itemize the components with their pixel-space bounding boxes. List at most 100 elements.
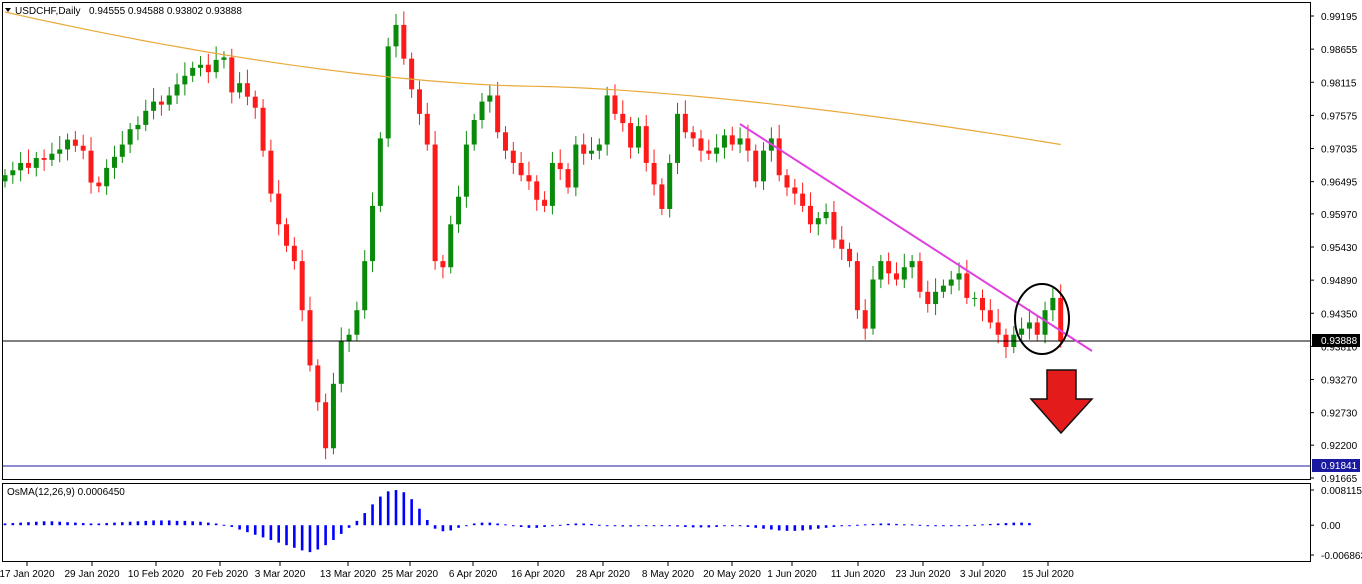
- candle-body: [284, 224, 290, 246]
- candle-body: [487, 95, 493, 102]
- osma-bar: [527, 525, 531, 528]
- osma-bar: [144, 520, 148, 526]
- candle-body: [612, 95, 618, 114]
- candle-body: [847, 248, 853, 262]
- osma-bar: [965, 525, 969, 527]
- candle-body: [143, 110, 149, 125]
- candle-body: [377, 138, 383, 206]
- candle-body: [886, 261, 892, 274]
- candle-body: [589, 150, 594, 154]
- osma-bar: [871, 523, 875, 526]
- osma-bar: [535, 525, 539, 528]
- osma-bar: [285, 525, 288, 546]
- candle-body: [995, 322, 1001, 335]
- candle-body: [174, 84, 180, 96]
- support-label: 0.91841: [1321, 461, 1358, 472]
- candle-body: [956, 273, 962, 280]
- osma-bar: [574, 523, 578, 526]
- osma-bar: [996, 523, 1000, 526]
- osma-bar: [652, 525, 656, 527]
- candle-body: [260, 107, 266, 151]
- candle-body: [745, 138, 751, 151]
- osma-bar: [324, 525, 327, 546]
- candle-body: [229, 57, 235, 93]
- osma-bar: [816, 525, 820, 529]
- osma-bar: [191, 521, 194, 526]
- y-tick-label: 0.94890: [1321, 276, 1358, 287]
- osma-bar: [848, 525, 851, 527]
- osma-bar: [973, 524, 976, 526]
- osma-bar: [637, 525, 640, 527]
- x-tick-label: 8 May 2020: [642, 569, 695, 580]
- y-tick-label: 0.92730: [1321, 409, 1358, 420]
- osma-bar: [11, 523, 15, 526]
- y-tick-label: 0.92200: [1321, 441, 1358, 452]
- x-tick-label: 23 Jun 2020: [895, 569, 950, 580]
- candle-body: [1034, 322, 1040, 335]
- osma-tick-label: 0.00: [1321, 521, 1341, 532]
- candle-body: [815, 218, 821, 225]
- osma-bar: [418, 508, 421, 526]
- osma-bar: [121, 522, 124, 526]
- candle-body: [291, 245, 297, 262]
- candle-body: [792, 187, 798, 194]
- candle-body: [620, 113, 626, 124]
- candle-body: [1050, 297, 1056, 311]
- candle-body: [276, 193, 282, 225]
- candle-body: [831, 212, 837, 240]
- candle-body: [776, 138, 782, 176]
- highlight-circle: [1014, 283, 1070, 355]
- candle-body: [362, 261, 368, 311]
- osma-bar: [308, 525, 312, 553]
- candle-body: [1026, 322, 1032, 329]
- candle-body: [917, 261, 923, 292]
- osma-bar: [89, 523, 93, 526]
- candle-body: [244, 83, 250, 97]
- osma-bar: [644, 525, 648, 527]
- candle-body: [784, 175, 790, 188]
- osma-bar: [472, 523, 476, 526]
- osma-bar: [50, 521, 54, 526]
- y-tick-label: 0.95430: [1321, 243, 1358, 254]
- y-tick-label: 0.94350: [1321, 309, 1358, 320]
- candle-body: [581, 144, 587, 154]
- osma-bar: [989, 523, 992, 526]
- candle-body: [151, 101, 157, 111]
- x-tick-label: 25 Mar 2020: [382, 569, 439, 580]
- candle-body: [972, 297, 978, 299]
- osma-bar: [42, 521, 46, 526]
- candle-body: [823, 212, 829, 219]
- x-tick-label: 10 Feb 2020: [128, 569, 185, 580]
- osma-bar: [410, 499, 413, 526]
- candle-body: [557, 162, 563, 170]
- osma-bar: [785, 525, 789, 531]
- candle-body: [651, 162, 657, 185]
- candle-body: [135, 124, 141, 130]
- osma-bar: [590, 523, 593, 526]
- candle-body: [416, 89, 422, 114]
- x-axis-group: 17 Jan 2020 29 Jan 2020 10 Feb 2020 20 Feb …: [0, 562, 1074, 580]
- osma-bar: [1020, 522, 1023, 526]
- osma-bar: [128, 521, 132, 526]
- osma-bar: [566, 523, 570, 526]
- osma-bar: [723, 525, 726, 527]
- x-tick-label: 13 Mar 2020: [320, 569, 377, 580]
- osma-bar: [465, 525, 468, 527]
- osma-bar: [214, 523, 218, 526]
- osma-bar: [910, 524, 914, 526]
- symbol-dropdown-icon[interactable]: [5, 8, 11, 12]
- candle-body: [370, 205, 376, 262]
- candle-body: [10, 170, 16, 176]
- y-tick-label: 0.91665: [1321, 474, 1358, 485]
- osma-bar: [394, 490, 398, 526]
- osma-bar: [887, 523, 890, 526]
- candle-body: [878, 261, 884, 280]
- osma-bar: [543, 525, 546, 527]
- osma-bar: [222, 524, 226, 526]
- symbol-title: USDCHF,Daily: [15, 6, 81, 17]
- osma-bar: [363, 513, 367, 526]
- osma-bar: [598, 524, 601, 526]
- y-tick-label: 0.95970: [1321, 210, 1358, 221]
- osma-tick-label: 0.008115: [1321, 486, 1362, 497]
- candle-body: [119, 144, 125, 157]
